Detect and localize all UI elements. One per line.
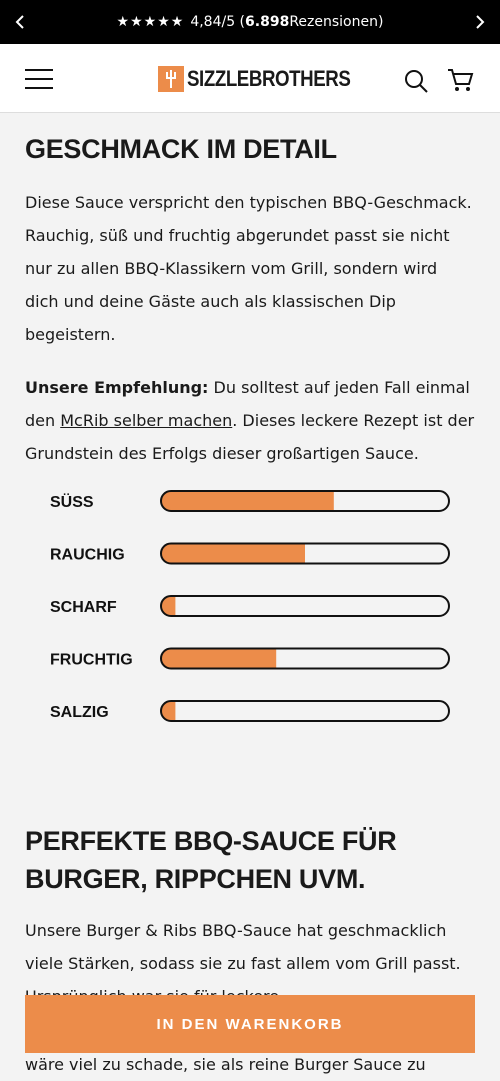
taste-profile: SÜSS RAUCHIG SCHARF FRUCHTIG SALZIG [50, 490, 450, 722]
bar-outline [160, 700, 450, 722]
recommendation-label: Unsere Empfehlung: [25, 378, 209, 397]
bar-fill [161, 596, 176, 616]
taste-label: SCHARF [50, 599, 117, 616]
rating: 4,84/5 ( [190, 14, 246, 30]
bar-outline [160, 595, 450, 617]
paragraph: wäre viel zu schade, sie als reine Burge… [25, 1055, 426, 1074]
section-title: GESCHMACK IM DETAIL [25, 134, 337, 164]
section-title: PERFEKTE BBQ-SAUCE FÜR BURGER, RIPPCHEN … [25, 826, 397, 894]
bar-fill [161, 491, 334, 511]
taste-label: SALZIG [50, 704, 109, 721]
taste-label: RAUCHIG [50, 547, 125, 564]
text: . Dieses leckere Rezept ist der Grundste… [25, 411, 475, 463]
bar-outline [160, 647, 450, 670]
taste-label: SÜSS [50, 492, 94, 511]
search-icon[interactable] [403, 68, 429, 94]
bar-outline [160, 490, 450, 512]
bar-track [161, 701, 449, 721]
logo[interactable]: SIZZLEBROTHERS [158, 66, 379, 92]
recommendation: Unsere Empfehlung: Du solltest auf jeden… [25, 371, 477, 470]
logo-icon [158, 66, 184, 92]
next-arrow[interactable] [470, 12, 490, 32]
header: SIZZLEBROTHERS [0, 44, 500, 113]
prev-arrow[interactable] [10, 12, 30, 32]
logo-text: SIZZLEBROTHERS [187, 66, 351, 91]
bar-fill [161, 648, 277, 669]
announcement-bar: ★★★★★ 4,84/5 (6.898 Rezensionen) [0, 0, 500, 44]
review-suffix: Rezensionen) [289, 14, 384, 30]
stars: ★★★★★ [116, 14, 185, 30]
add-to-cart-button[interactable]: IN DEN WARENKORB [25, 995, 475, 1053]
bar-outline [160, 542, 450, 565]
text: Du solltest auf jeden Fall einmal den [25, 378, 470, 430]
bar-fill [161, 543, 305, 564]
recipe-link[interactable]: McRib selber machen [60, 411, 233, 430]
bar-fill [161, 701, 176, 721]
review-count: 6.898 [245, 14, 290, 30]
bar-track [161, 596, 449, 616]
paragraph: Diese Sauce verspricht den typischen BBQ… [25, 193, 472, 344]
cart-icon[interactable] [447, 67, 475, 93]
menu-icon[interactable] [24, 68, 54, 90]
taste-label: FRUCHTIG [50, 652, 133, 669]
